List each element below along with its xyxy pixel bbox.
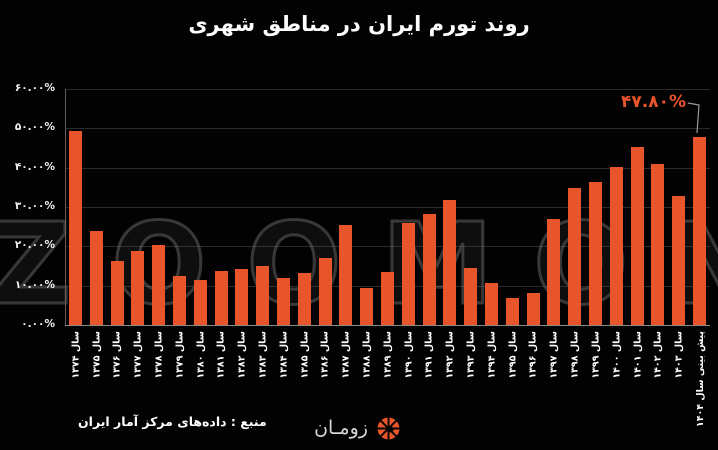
bar xyxy=(505,297,519,325)
bar xyxy=(339,224,353,325)
bar xyxy=(256,266,270,325)
brand-logo: زومـان xyxy=(298,410,418,446)
bar xyxy=(131,251,145,325)
bar xyxy=(693,136,707,325)
bar xyxy=(401,223,415,325)
sun-swirl-icon xyxy=(376,416,401,440)
y-tick-label: ۵۰.۰۰% xyxy=(14,121,55,134)
gridline xyxy=(65,167,710,169)
bar xyxy=(276,278,290,325)
y-tick-label: ۰.۰۰% xyxy=(21,318,55,330)
bar xyxy=(547,219,561,325)
gridline xyxy=(65,246,710,248)
bar xyxy=(672,196,686,325)
bar xyxy=(381,271,394,325)
bar xyxy=(68,130,82,325)
bar xyxy=(443,199,457,325)
bar xyxy=(485,282,499,325)
bar xyxy=(464,267,478,325)
bar xyxy=(89,231,103,325)
bar xyxy=(172,276,186,325)
bar xyxy=(422,214,436,325)
bar xyxy=(526,293,540,325)
y-tick-label: ۴۰.۰۰% xyxy=(14,160,55,173)
bar xyxy=(651,164,665,325)
bar xyxy=(235,268,249,325)
bar xyxy=(589,181,603,325)
gridline xyxy=(65,207,710,208)
bar xyxy=(568,188,582,325)
bar xyxy=(609,167,623,325)
bar xyxy=(152,245,166,325)
source-text: منبع : داده‌های مرکز آمار ایران xyxy=(78,414,267,429)
bar xyxy=(110,261,124,325)
gridline xyxy=(65,128,710,130)
y-tick-label: ۱۰.۰۰% xyxy=(14,278,55,291)
y-axis-line xyxy=(65,89,66,325)
y-tick-label: ۳۰.۰۰% xyxy=(14,200,55,212)
bar xyxy=(630,146,644,325)
bar xyxy=(318,258,332,325)
x-axis-line xyxy=(65,325,710,326)
bar xyxy=(193,279,207,325)
bar xyxy=(297,272,311,325)
bar xyxy=(214,271,228,325)
chart-title: روند تورم ایران در مناطق شهری xyxy=(188,12,530,36)
brand-name: زومـان xyxy=(314,417,368,439)
peak-annotation-label: ۴۷.۸۰% xyxy=(621,92,686,112)
bar xyxy=(360,288,374,325)
y-tick-label: ۶۰.۰۰% xyxy=(14,82,55,94)
gridline xyxy=(65,89,710,90)
y-tick-label: ۲۰.۰۰% xyxy=(14,239,55,252)
